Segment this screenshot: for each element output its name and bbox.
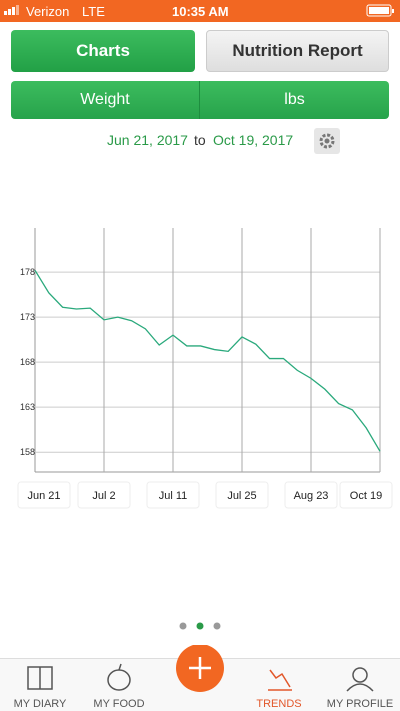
x-tick-label: Jul 2 — [92, 490, 115, 502]
status-bar: Verizon LTE 10:35 AM — [0, 0, 400, 22]
y-tick-label: 168 — [20, 357, 35, 367]
x-label-box — [77, 481, 131, 509]
x-label-box — [215, 481, 269, 509]
tab-icons — [27, 645, 374, 692]
tab-profile[interactable]: MY PROFILE — [326, 698, 394, 710]
x-tick-label: Jun 21 — [27, 490, 60, 502]
settings-button[interactable] — [314, 128, 340, 154]
page-dots — [179, 622, 221, 630]
x-tick-label: Jul 11 — [159, 490, 188, 502]
network: LTE — [82, 4, 105, 19]
x-tick-label: Jul 25 — [227, 490, 256, 502]
range-to: to — [194, 132, 206, 148]
metric-selector[interactable]: Weight — [11, 81, 200, 119]
x-label-box — [146, 481, 200, 509]
tab-trends[interactable]: TRENDS — [256, 698, 302, 710]
x-label-box — [284, 481, 338, 509]
y-tick-label: 178 — [20, 267, 35, 277]
x-label-box — [339, 481, 393, 509]
charts-button[interactable]: Charts — [11, 30, 195, 72]
battery-icon — [366, 4, 394, 17]
x-tick-label: Oct 19 — [350, 490, 382, 502]
signal-icon — [4, 5, 19, 15]
tab-diary[interactable]: MY DIARY — [13, 698, 67, 710]
start-date[interactable]: Jun 21, 2017 — [107, 132, 188, 148]
x-tick-label: Aug 23 — [294, 490, 329, 502]
nutrition-button[interactable]: Nutrition Report — [206, 30, 389, 72]
y-tick-label: 173 — [20, 312, 35, 322]
y-tick-label: 158 — [20, 447, 35, 457]
weight-line — [34, 269, 381, 452]
gear-icon — [319, 133, 335, 149]
x-label-box — [17, 481, 71, 509]
chart: 158 163 168 173 178 Jun 21 Jul 2 Jul 11 Jul 25 Au… — [17, 228, 393, 509]
carrier: Verizon — [26, 4, 70, 19]
end-date[interactable]: Oct 19, 2017 — [213, 132, 294, 148]
y-tick-label: 163 — [20, 402, 35, 412]
time: 10:35 AM — [172, 4, 229, 19]
unit-selector[interactable]: lbs — [200, 81, 389, 119]
tab-food[interactable]: MY FOOD — [93, 698, 145, 710]
